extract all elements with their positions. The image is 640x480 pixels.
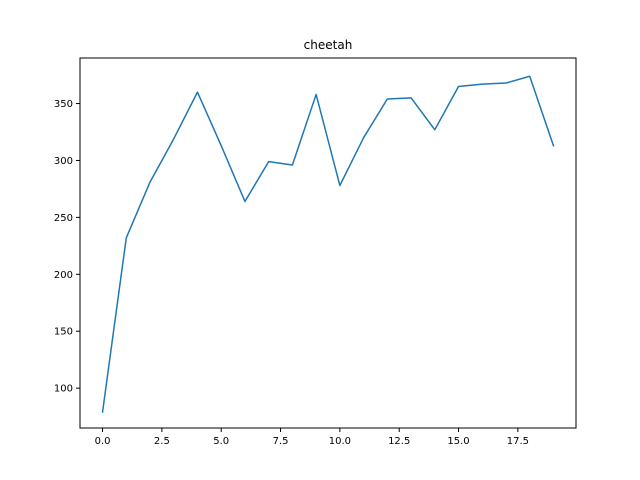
x-tick-label: 10.0 xyxy=(329,436,351,447)
x-tick-label: 15.0 xyxy=(447,436,469,447)
x-tick-label: 17.5 xyxy=(507,436,529,447)
x-tick-label: 7.5 xyxy=(273,436,289,447)
y-tick-label: 200 xyxy=(54,270,73,281)
series-layer xyxy=(101,75,555,413)
x-tick-label: 12.5 xyxy=(388,436,410,447)
y-tick-label: 250 xyxy=(54,213,73,224)
y-tick-label: 100 xyxy=(54,384,73,395)
x-axis: 0.0 2.5 5.0 7.5 10.0 12.5 15.0 17.5 xyxy=(95,428,529,447)
y-tick-label: 150 xyxy=(54,327,73,338)
x-tick-label: 0.0 xyxy=(95,436,111,447)
plot-background xyxy=(80,58,576,428)
series-line xyxy=(101,75,555,413)
y-tick-label: 300 xyxy=(54,156,73,167)
x-tick-label: 2.5 xyxy=(154,436,170,447)
y-tick-label: 350 xyxy=(54,99,73,110)
chart-title: cheetah xyxy=(304,38,353,52)
y-axis: 100 150 200 250 300 350 xyxy=(54,99,80,395)
x-tick-label: 5.0 xyxy=(213,436,229,447)
plot-frame xyxy=(79,57,577,429)
